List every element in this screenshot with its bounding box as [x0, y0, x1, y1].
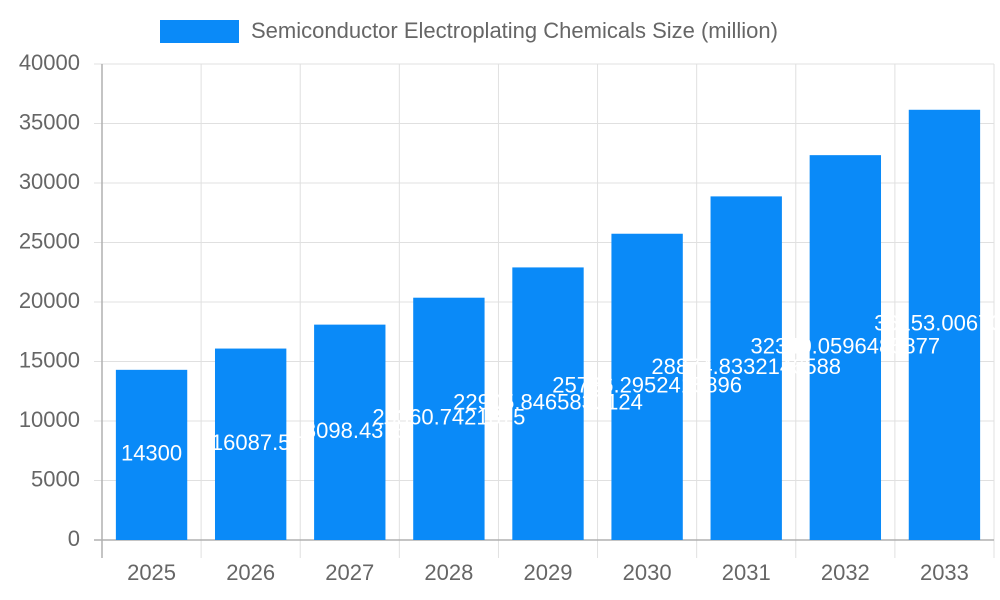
- x-tick-label: 2033: [920, 560, 969, 585]
- y-tick-label: 40000: [19, 50, 80, 75]
- value-label: 22905.8465833124: [453, 390, 643, 415]
- y-tick-label: 15000: [19, 347, 80, 372]
- x-tick-label: 2029: [524, 560, 573, 585]
- value-label: 25736.2952415896: [552, 373, 742, 398]
- bar: [809, 155, 882, 540]
- y-tick-label: 10000: [19, 407, 80, 432]
- y-tick-label: 0: [68, 526, 80, 551]
- bar: [611, 233, 683, 540]
- bar: [710, 196, 782, 541]
- value-label: 14300: [121, 441, 182, 466]
- value-label: 32340.0596485877: [751, 333, 941, 358]
- bar: [115, 369, 188, 540]
- bar: [908, 109, 981, 540]
- y-tick-label: 30000: [19, 169, 80, 194]
- bar: [314, 324, 386, 540]
- x-tick-label: 2031: [722, 560, 771, 585]
- legend-label: Semiconductor Electroplating Chemicals S…: [251, 18, 778, 43]
- y-tick-label: 5000: [31, 466, 80, 491]
- value-label: 18098.4375: [292, 418, 408, 443]
- x-tick-label: 2025: [127, 560, 176, 585]
- value-label: 16087.5: [211, 430, 291, 455]
- bar: [512, 267, 584, 540]
- value-label: 20360.7421875: [372, 405, 525, 430]
- value-label: 28874.8332146588: [651, 354, 841, 379]
- x-tick-label: 2030: [623, 560, 672, 585]
- x-tick-label: 2028: [424, 560, 473, 585]
- x-tick-label: 2032: [821, 560, 870, 585]
- bar: [214, 348, 287, 540]
- value-label: 36153.006709: [874, 311, 1000, 336]
- y-tick-label: 25000: [19, 228, 80, 253]
- legend-swatch: [160, 20, 239, 43]
- x-tick-label: 2026: [226, 560, 275, 585]
- y-tick-label: 20000: [19, 288, 80, 313]
- bar: [413, 297, 485, 540]
- y-tick-label: 35000: [19, 109, 80, 134]
- x-tick-label: 2027: [325, 560, 374, 585]
